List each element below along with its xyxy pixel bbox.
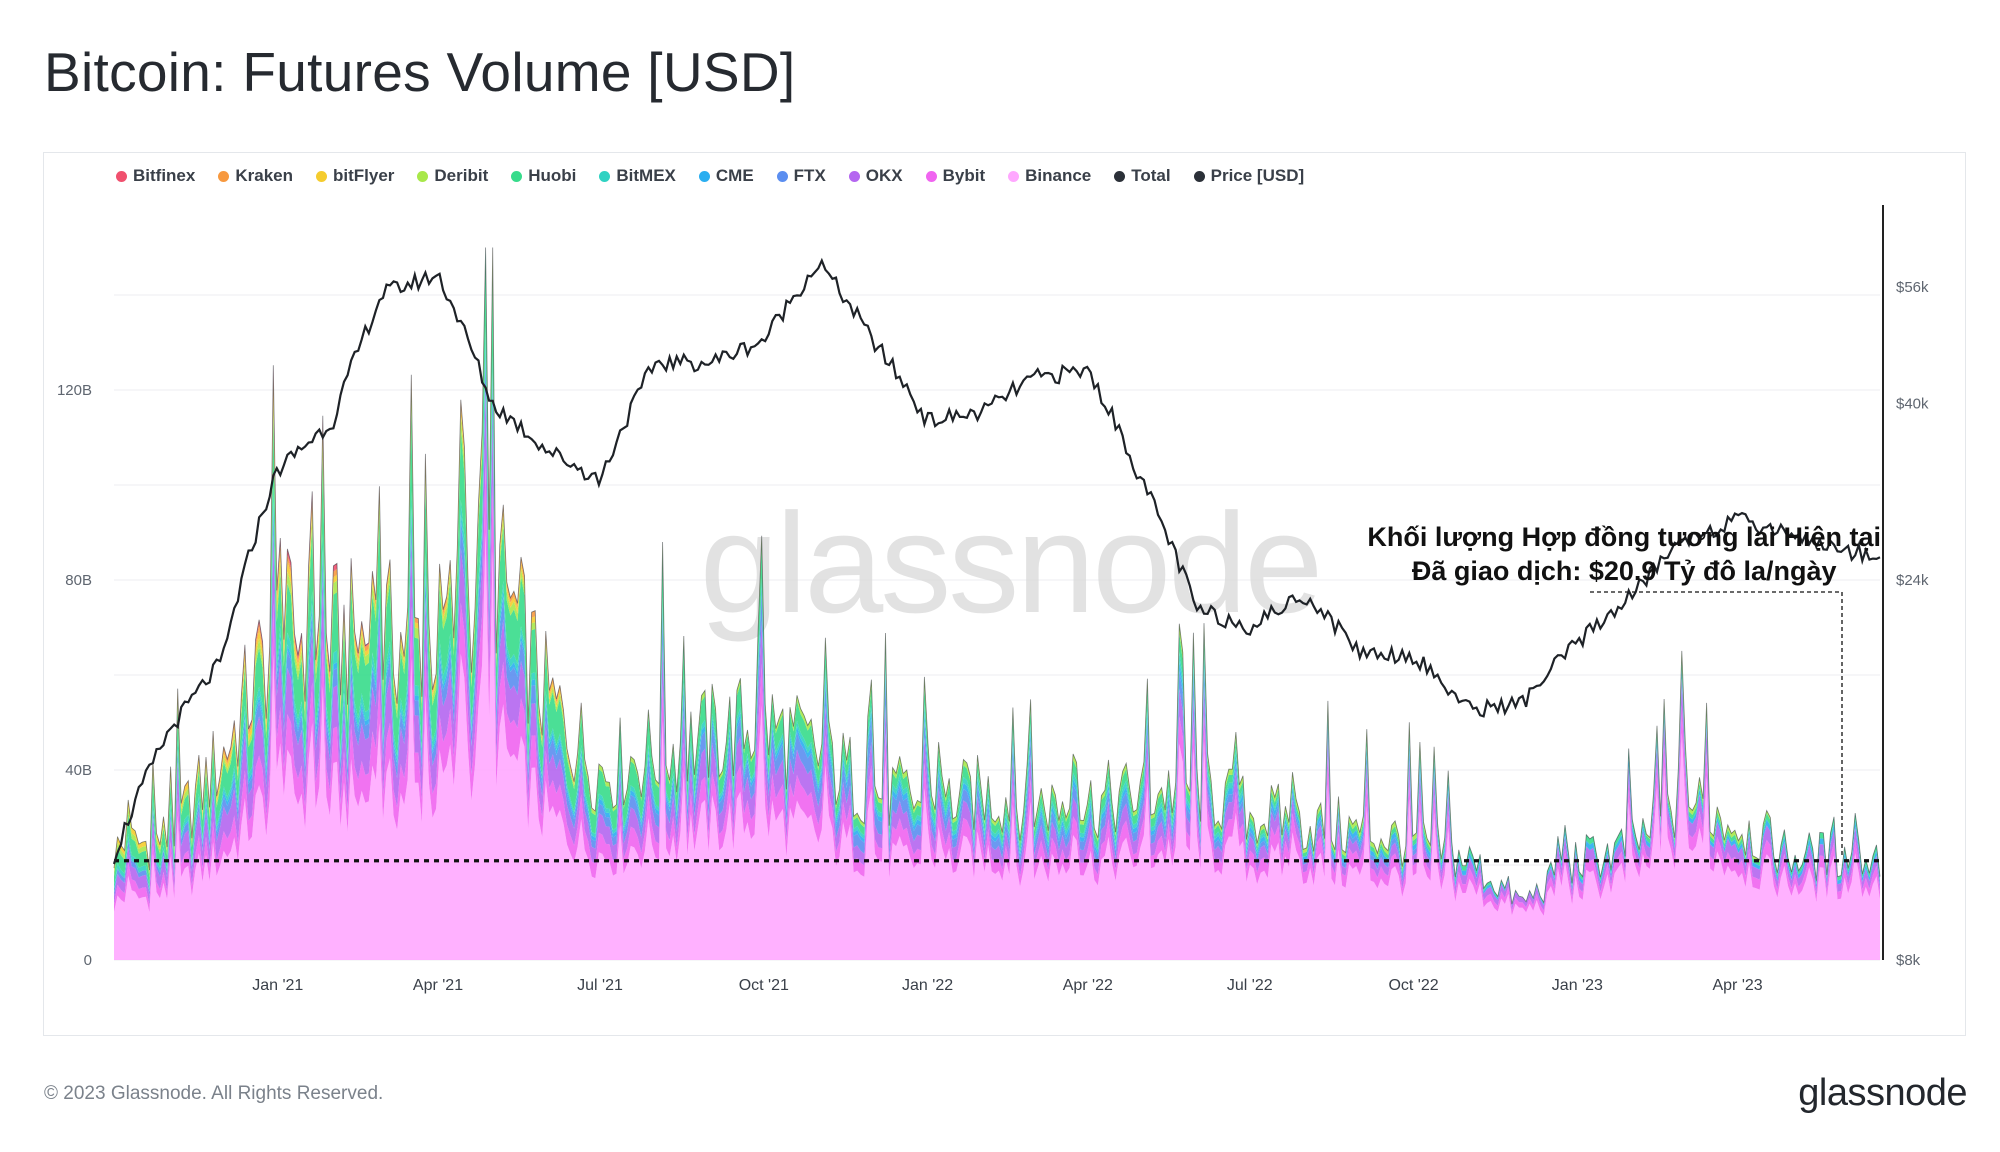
- legend-item-cme[interactable]: CME: [698, 166, 754, 186]
- legend-label: Bybit: [942, 166, 986, 185]
- legend-dot: [776, 170, 788, 182]
- x-tick-label: Apr '23: [1712, 977, 1762, 994]
- legend-item-price-usd[interactable]: Price [USD]: [1193, 166, 1305, 186]
- area-huobi[interactable]: [114, 247, 1880, 905]
- legend-item-ftx[interactable]: FTX: [776, 166, 826, 186]
- legend-label: Kraken: [235, 166, 293, 185]
- page-title: Bitcoin: Futures Volume [USD]: [44, 41, 796, 103]
- copyright-notice: © 2023 Glassnode. All Rights Reserved.: [44, 1083, 384, 1104]
- legend-item-bitfinex[interactable]: Bitfinex: [116, 166, 195, 186]
- x-tick-label: Jul '22: [1227, 977, 1273, 994]
- legend-label: CME: [715, 166, 754, 185]
- x-tick-label: Oct '22: [1388, 977, 1438, 994]
- legend-item-binance[interactable]: Binance: [1008, 166, 1091, 186]
- legend-dot: [116, 170, 127, 182]
- legend-dot: [511, 170, 523, 182]
- x-tick-label: Jan '22: [902, 977, 953, 994]
- legend-dot: [417, 170, 429, 182]
- x-tick-label: Jan '23: [1552, 977, 1603, 994]
- area-layer: [113, 247, 1881, 960]
- legend-item-deribit[interactable]: Deribit: [417, 166, 488, 186]
- x-tick-label: Apr '21: [413, 977, 463, 994]
- x-tick-label: Jan '21: [252, 977, 303, 994]
- chart-legend: Bitfinex Kraken bitFlyer Deribit Huobi BitMEX…: [116, 166, 1327, 186]
- legend-dot: [1008, 170, 1020, 182]
- y-left-tick-label: 120B: [57, 382, 92, 399]
- legend-dot: [1193, 170, 1205, 182]
- legend-dot: [848, 170, 860, 182]
- legend-dot: [925, 170, 937, 182]
- legend-item-bitflyer[interactable]: bitFlyer: [315, 166, 395, 186]
- legend-label: Huobi: [528, 166, 577, 185]
- legend-label: FTX: [793, 166, 826, 185]
- annotation-connector: [1590, 591, 1843, 857]
- legend-dot: [698, 170, 710, 182]
- y-left-tick-label: 40B: [65, 762, 92, 779]
- legend-item-huobi[interactable]: Huobi: [511, 166, 576, 186]
- legend-label: Binance: [1025, 166, 1092, 185]
- legend-label: BitMEX: [616, 166, 676, 185]
- y-right-tick-label: $8k: [1896, 952, 1921, 969]
- price-line[interactable]: [112, 257, 1881, 865]
- legend-dot: [315, 170, 327, 182]
- legend-label: Total: [1131, 166, 1171, 185]
- legend-item-bitmex[interactable]: BitMEX: [599, 166, 676, 186]
- legend-label: bitFlyer: [332, 166, 395, 185]
- legend-label: Price [USD]: [1210, 166, 1305, 185]
- legend-dot: [599, 170, 611, 182]
- watermark: glassnode: [700, 484, 1320, 643]
- legend-dot: [1114, 170, 1126, 182]
- area-binance[interactable]: [114, 532, 1880, 960]
- legend-label: Deribit: [434, 166, 489, 185]
- legend-item-bybit[interactable]: Bybit: [925, 166, 986, 186]
- x-tick-label: Apr '22: [1063, 977, 1113, 994]
- y-right-tick-label: $40k: [1896, 395, 1929, 412]
- glassnode-logo: glassnode: [1798, 1072, 1967, 1114]
- total-line: [113, 247, 1881, 905]
- legend-item-total[interactable]: Total: [1114, 166, 1171, 186]
- volume-annotation: Khối lượng Hợp đồng tương lai Hiện tại Đ…: [1367, 520, 1881, 588]
- reference-layer: [114, 591, 1880, 863]
- legend-item-kraken[interactable]: Kraken: [218, 166, 293, 186]
- area-bybit[interactable]: [114, 461, 1880, 916]
- chart-frame: [43, 152, 1966, 1036]
- price-layer: [112, 257, 1881, 865]
- area-okx[interactable]: [114, 388, 1880, 911]
- legend-item-okx[interactable]: OKX: [848, 166, 903, 186]
- x-tick-label: Jul '21: [577, 977, 623, 994]
- legend-dot: [218, 170, 230, 182]
- legend-label: Bitfinex: [133, 166, 196, 185]
- y-left-tick-label: 0: [84, 952, 92, 969]
- x-tick-label: Oct '21: [739, 977, 789, 994]
- axis-layer: 0 40B 80B 120B $8k $24k $40k $56k Jan '21 Apr '21…: [57, 205, 1929, 994]
- y-right-tick-label: $56k: [1896, 279, 1929, 296]
- annotation-line-2: Đã giao dịch: $20.9 Tỷ đô la/ngày: [1411, 556, 1837, 586]
- y-left-tick-label: 80B: [65, 572, 92, 589]
- annotation-line-1: Khối lượng Hợp đồng tương lai Hiện tại: [1367, 522, 1881, 552]
- legend-label: OKX: [865, 166, 903, 185]
- y-right-tick-label: $24k: [1896, 572, 1929, 589]
